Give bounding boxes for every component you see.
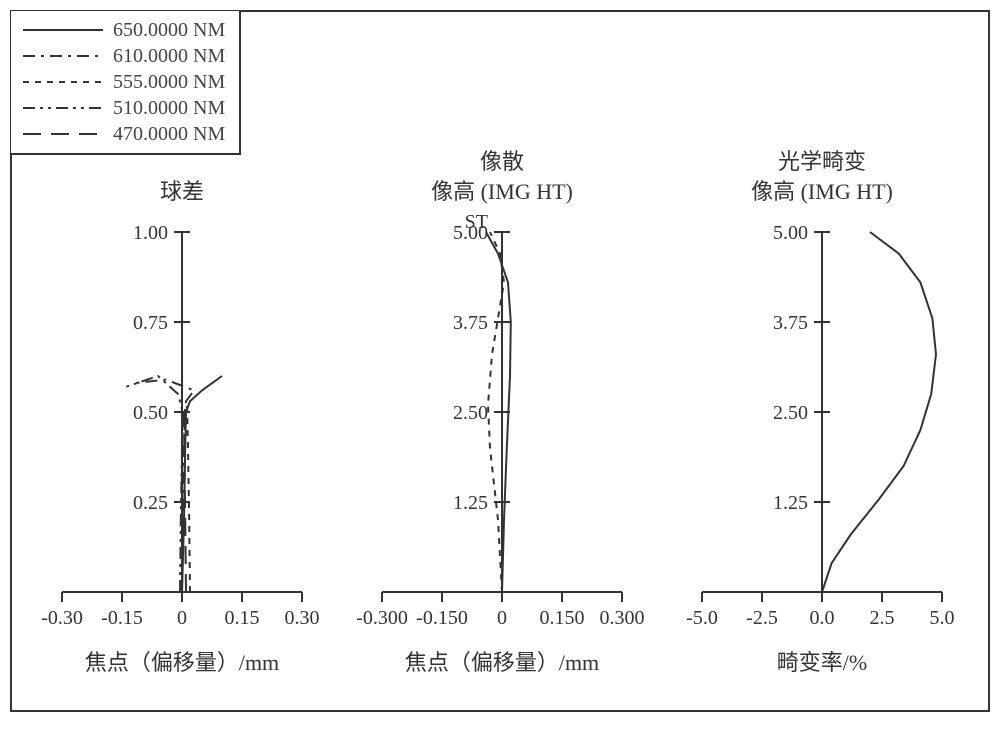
chart-title: 球差 <box>32 177 332 207</box>
chart-astigmatism: 像散 像高 (IMG HT) -0.300-0.15000.1500.3005.… <box>352 147 652 647</box>
legend-label: 470.0000 NM <box>113 123 225 146</box>
svg-text:2.50: 2.50 <box>453 402 488 424</box>
svg-text:0.75: 0.75 <box>133 312 168 334</box>
title-line: 像散 <box>352 147 652 177</box>
svg-text:5.00: 5.00 <box>773 222 808 244</box>
svg-text:0.0: 0.0 <box>810 607 835 629</box>
chart-spherical: 球差 -0.30-0.1500.150.301.000.750.500.25 焦… <box>32 177 332 647</box>
svg-text:2.50: 2.50 <box>773 402 808 424</box>
svg-text:0.25: 0.25 <box>133 492 168 514</box>
title-line: 光学畸变 <box>672 147 972 177</box>
legend-line-solid <box>23 20 103 40</box>
chart-svg: -0.300-0.15000.1500.3005.003.752.501.25S… <box>352 212 652 642</box>
legend-label: 650.0000 NM <box>113 19 225 42</box>
svg-text:3.75: 3.75 <box>453 312 488 334</box>
chart-distortion: 光学畸变 像高 (IMG HT) -5.0 -2.5 0.0 2.5 5.0 5.00 3.… <box>672 147 972 647</box>
legend-line-dashdot <box>23 46 103 66</box>
svg-text:0.300: 0.300 <box>600 607 645 629</box>
chart-title: 光学畸变 像高 (IMG HT) <box>672 147 972 207</box>
legend-label: 510.0000 NM <box>113 97 225 120</box>
figure-panel: 650.0000 NM 610.0000 NM 555.0000 NM 510.… <box>10 10 990 712</box>
svg-text:1.25: 1.25 <box>453 492 488 514</box>
legend-item: 555.0000 NM <box>23 69 225 95</box>
svg-text:5.0: 5.0 <box>930 607 955 629</box>
svg-text:0.30: 0.30 <box>285 607 320 629</box>
svg-text:ST: ST <box>465 212 488 233</box>
x-axis-label: 焦点（偏移量）/mm <box>352 645 652 677</box>
legend-item: 470.0000 NM <box>23 121 225 147</box>
legend-line-dashdotdot <box>23 98 103 118</box>
svg-text:-0.150: -0.150 <box>416 607 468 629</box>
svg-text:0: 0 <box>497 607 507 629</box>
title-line: 像高 (IMG HT) <box>672 177 972 207</box>
chart-svg: -5.0 -2.5 0.0 2.5 5.0 5.00 3.75 2.50 1.25 <box>672 212 972 642</box>
chart-svg: -0.30 -0.15 0 0.15 0.30 1.00 0.75 0.50 0.25 <box>32 212 332 642</box>
x-axis-label: 畸变率/% <box>672 645 972 677</box>
legend-line-short <box>23 72 103 92</box>
svg-text:0.50: 0.50 <box>133 402 168 424</box>
svg-text:1.25: 1.25 <box>773 492 808 514</box>
title-line: 像高 (IMG HT) <box>352 177 652 207</box>
svg-text:-5.0: -5.0 <box>686 607 718 629</box>
svg-text:-0.30: -0.30 <box>41 607 83 629</box>
svg-text:0.15: 0.15 <box>225 607 260 629</box>
svg-text:-2.5: -2.5 <box>746 607 778 629</box>
svg-text:0: 0 <box>177 607 187 629</box>
svg-text:-0.300: -0.300 <box>356 607 408 629</box>
svg-text:0.150: 0.150 <box>540 607 585 629</box>
legend-item: 650.0000 NM <box>23 17 225 43</box>
legend-item: 510.0000 NM <box>23 95 225 121</box>
svg-text:3.75: 3.75 <box>773 312 808 334</box>
legend: 650.0000 NM 610.0000 NM 555.0000 NM 510.… <box>11 11 241 155</box>
legend-label: 555.0000 NM <box>113 71 225 94</box>
legend-line-long <box>23 124 103 144</box>
svg-text:-0.15: -0.15 <box>101 607 143 629</box>
chart-title: 像散 像高 (IMG HT) <box>352 147 652 207</box>
svg-text:2.5: 2.5 <box>870 607 895 629</box>
legend-label: 610.0000 NM <box>113 45 225 68</box>
x-axis-label: 焦点（偏移量）/mm <box>32 645 332 677</box>
svg-text:1.00: 1.00 <box>133 222 168 244</box>
legend-item: 610.0000 NM <box>23 43 225 69</box>
title-line: 球差 <box>32 177 332 207</box>
